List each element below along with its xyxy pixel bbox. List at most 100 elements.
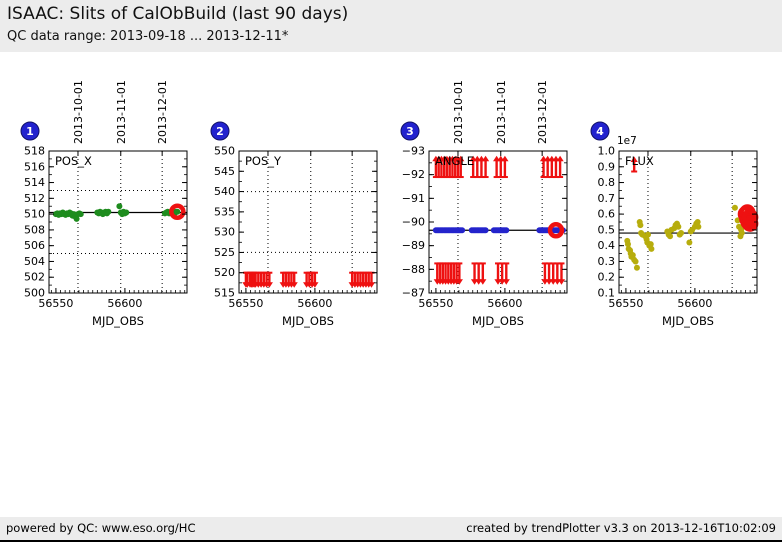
- data-point: [647, 241, 654, 248]
- y-tick-label: 0.7: [598, 192, 616, 205]
- x-axis-label: MJD_OBS: [472, 314, 524, 328]
- data-point: [667, 233, 674, 240]
- y-tick-label: 1.0: [598, 145, 616, 158]
- y-tick-label: 515: [214, 287, 235, 300]
- y-tick-label: 0.3: [598, 255, 616, 268]
- page-title: ISAAC: Slits of CalObBuild (last 90 days…: [7, 4, 349, 24]
- plot-number-badge: [20, 121, 40, 141]
- data-point: [459, 227, 466, 234]
- plot-number: 1: [26, 125, 34, 138]
- data-point: [482, 227, 489, 234]
- date-label: 2013-12-01: [536, 80, 549, 144]
- data-point: [105, 208, 112, 215]
- data-point: [174, 208, 181, 215]
- y-tick-label: 525: [214, 246, 235, 259]
- x-axis-label: MJD_OBS: [662, 314, 714, 328]
- date-label: 2013-12-01: [156, 80, 169, 144]
- y-tick-label: 506: [24, 239, 45, 252]
- plot-title: POS_X: [55, 154, 92, 168]
- report-footer: powered by QC: www.eso.org/HC created by…: [0, 517, 782, 542]
- y-tick-label: −91: [402, 192, 425, 205]
- plot-panel-pos-x: 500 502 504 506 508 510 512 514 516 518 56550 56600…: [4, 70, 204, 332]
- latest-value-ring: [741, 215, 759, 232]
- latest-value-ring: [547, 222, 565, 239]
- plot-panel-pos-y: 515 520 525 530 535 540 545 550 56550 56600 POS_Y M…: [194, 70, 394, 332]
- y-tick-label: −90: [402, 216, 425, 229]
- y-tick-label: 510: [24, 208, 45, 221]
- data-point: [123, 209, 130, 216]
- footer-powered-by: powered by QC: www.eso.org/HC: [6, 521, 196, 535]
- y-tick-label: 0.1: [598, 287, 616, 300]
- y-tick-label: 545: [214, 165, 235, 178]
- plot-number-badge: [590, 121, 610, 141]
- axis-offset-label: 1e7: [617, 135, 637, 147]
- date-label: 2013-11-01: [115, 80, 128, 144]
- x-tick-label: 56600: [297, 297, 332, 310]
- data-point: [648, 245, 655, 252]
- y-tick-label: 514: [24, 176, 45, 189]
- plot-title: ANGLE: [435, 154, 474, 168]
- x-tick-label: 56550: [418, 297, 453, 310]
- data-point: [503, 227, 510, 234]
- data-point: [632, 258, 639, 265]
- y-tick-label: 530: [214, 226, 235, 239]
- plot-title: POS_Y: [245, 154, 282, 168]
- y-tick-label: 512: [24, 192, 45, 205]
- y-tick-label: 0.5: [598, 223, 616, 236]
- y-tick-label: 508: [24, 223, 45, 236]
- qc-data-range: QC data range: 2013-09-18 ... 2013-12-11…: [7, 29, 289, 44]
- x-axis-label: MJD_OBS: [92, 314, 144, 328]
- plot-svg-1: 500 502 504 506 508 510 512 514 516 518 56550 56600…: [20, 80, 188, 328]
- y-tick-label: 535: [214, 205, 235, 218]
- y-tick-label: −89: [402, 239, 425, 252]
- date-label: 2013-10-01: [452, 80, 465, 144]
- y-tick-label: 540: [214, 185, 235, 198]
- y-tick-label: 0.6: [598, 208, 616, 221]
- latest-value-ring: [741, 209, 759, 226]
- plot-number: 3: [406, 125, 414, 138]
- footer-created-by: created by trendPlotter v3.3 on 2013-12-…: [466, 521, 776, 535]
- plot-number: 4: [596, 125, 604, 138]
- data-point: [686, 239, 693, 246]
- plot-number-badge: [400, 121, 420, 141]
- data-point: [695, 223, 702, 230]
- data-point: [633, 264, 640, 271]
- x-axis-label: MJD_OBS: [282, 314, 334, 328]
- y-tick-label: 516: [24, 160, 45, 173]
- y-tick-label: −92: [402, 168, 425, 181]
- y-tick-label: 550: [214, 145, 235, 158]
- y-tick-label: 518: [24, 145, 45, 158]
- y-tick-label: 0.8: [598, 176, 616, 189]
- plot-panel-flux: 0.1 0.2 0.3 0.4 0.5 0.6 0.7 0.8 0.9 1.0 56550 56600…: [574, 70, 774, 332]
- data-point: [738, 230, 745, 237]
- date-label: 2013-10-01: [72, 80, 85, 144]
- x-tick-label: 56550: [228, 297, 263, 310]
- latest-value-ring: [169, 203, 186, 220]
- plot-number-badge: [210, 121, 230, 141]
- data-point: [73, 215, 80, 222]
- data-point: [644, 231, 651, 238]
- y-tick-label: 0.9: [598, 160, 616, 173]
- x-tick-label: 56600: [107, 297, 142, 310]
- data-point: [116, 203, 123, 210]
- plot-title: FLUX: [625, 154, 654, 168]
- plot-svg-4: 0.1 0.2 0.3 0.4 0.5 0.6 0.7 0.8 0.9 1.0 56550 56600…: [590, 121, 759, 328]
- y-tick-label: −87: [402, 287, 425, 300]
- date-label: 2013-11-01: [495, 80, 508, 144]
- data-point: [731, 204, 738, 211]
- y-tick-label: 0.4: [598, 239, 616, 252]
- y-tick-label: 502: [24, 271, 45, 284]
- data-point: [678, 230, 685, 237]
- y-tick-label: 504: [24, 255, 45, 268]
- axes-frame: [238, 150, 378, 294]
- x-tick-label: 56550: [38, 297, 73, 310]
- x-tick-label: 56600: [487, 297, 522, 310]
- y-tick-label: 520: [214, 266, 235, 279]
- axes-frame: [48, 150, 188, 294]
- report-header: ISAAC: Slits of CalObBuild (last 90 days…: [0, 0, 782, 52]
- plots-area: 500 502 504 506 508 510 512 514 516 518 56550 56600…: [0, 70, 782, 332]
- data-point: [694, 219, 701, 225]
- data-point: [675, 223, 682, 230]
